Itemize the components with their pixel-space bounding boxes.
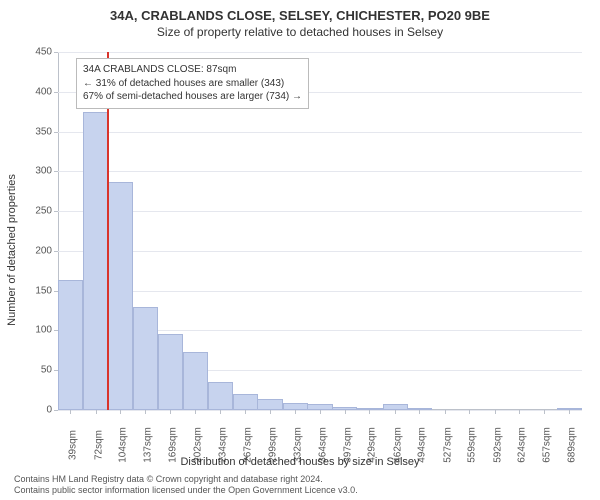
y-tick-mark: [54, 251, 58, 252]
grid-line: [58, 52, 582, 53]
y-tick-label: 400: [22, 86, 52, 97]
x-tick-mark: [320, 410, 321, 414]
histogram-bar: [283, 403, 308, 410]
y-tick-mark: [54, 410, 58, 411]
y-tick-label: 200: [22, 245, 52, 256]
footer-line-2: Contains public sector information licen…: [14, 485, 586, 496]
y-tick-label: 0: [22, 405, 52, 416]
legend-line1: 34A CRABLANDS CLOSE: 87sqm: [83, 63, 302, 77]
chart-plot-area: 05010015020025030035040045039sqm72sqm104…: [58, 52, 582, 410]
histogram-bar: [158, 334, 183, 410]
y-tick-mark: [54, 132, 58, 133]
x-tick-mark: [469, 410, 470, 414]
legend-box: 34A CRABLANDS CLOSE: 87sqm← 31% of detac…: [76, 58, 309, 109]
y-tick-mark: [54, 211, 58, 212]
x-tick-mark: [544, 410, 545, 414]
y-tick-mark: [54, 171, 58, 172]
x-tick-mark: [495, 410, 496, 414]
y-tick-label: 50: [22, 365, 52, 376]
y-tick-label: 450: [22, 47, 52, 58]
y-tick-label: 100: [22, 325, 52, 336]
x-tick-mark: [220, 410, 221, 414]
grid-line: [58, 132, 582, 133]
x-tick-mark: [445, 410, 446, 414]
grid-line: [58, 291, 582, 292]
x-tick-mark: [569, 410, 570, 414]
histogram-bar: [208, 382, 233, 410]
histogram-bar: [108, 182, 133, 410]
x-tick-mark: [419, 410, 420, 414]
x-tick-mark: [70, 410, 71, 414]
x-tick-mark: [170, 410, 171, 414]
footer-line-1: Contains HM Land Registry data © Crown c…: [14, 474, 586, 485]
histogram-bar: [183, 352, 208, 410]
y-tick-mark: [54, 92, 58, 93]
grid-line: [58, 251, 582, 252]
histogram-bar: [257, 399, 282, 410]
y-axis-label: Number of detached properties: [6, 174, 18, 326]
x-tick-mark: [120, 410, 121, 414]
grid-line: [58, 211, 582, 212]
footer-attribution: Contains HM Land Registry data © Crown c…: [14, 474, 586, 497]
histogram-bar: [133, 307, 158, 410]
x-tick-mark: [195, 410, 196, 414]
x-tick-mark: [96, 410, 97, 414]
y-tick-label: 350: [22, 126, 52, 137]
histogram-bar: [83, 112, 108, 410]
x-tick-mark: [519, 410, 520, 414]
histogram-bar: [58, 280, 83, 410]
y-tick-label: 250: [22, 206, 52, 217]
x-tick-mark: [295, 410, 296, 414]
x-tick-mark: [395, 410, 396, 414]
x-tick-mark: [369, 410, 370, 414]
grid-line: [58, 171, 582, 172]
x-axis-label: Distribution of detached houses by size …: [0, 456, 600, 468]
x-tick-mark: [145, 410, 146, 414]
page-title: 34A, CRABLANDS CLOSE, SELSEY, CHICHESTER…: [0, 0, 600, 23]
x-tick-mark: [270, 410, 271, 414]
x-tick-mark: [345, 410, 346, 414]
x-tick-mark: [245, 410, 246, 414]
y-tick-label: 150: [22, 285, 52, 296]
y-tick-label: 300: [22, 166, 52, 177]
y-tick-mark: [54, 52, 58, 53]
legend-line2: ← 31% of detached houses are smaller (34…: [83, 77, 302, 91]
histogram-bar: [233, 394, 258, 410]
legend-line3: 67% of semi-detached houses are larger (…: [83, 90, 302, 104]
page-subtitle: Size of property relative to detached ho…: [0, 23, 600, 39]
